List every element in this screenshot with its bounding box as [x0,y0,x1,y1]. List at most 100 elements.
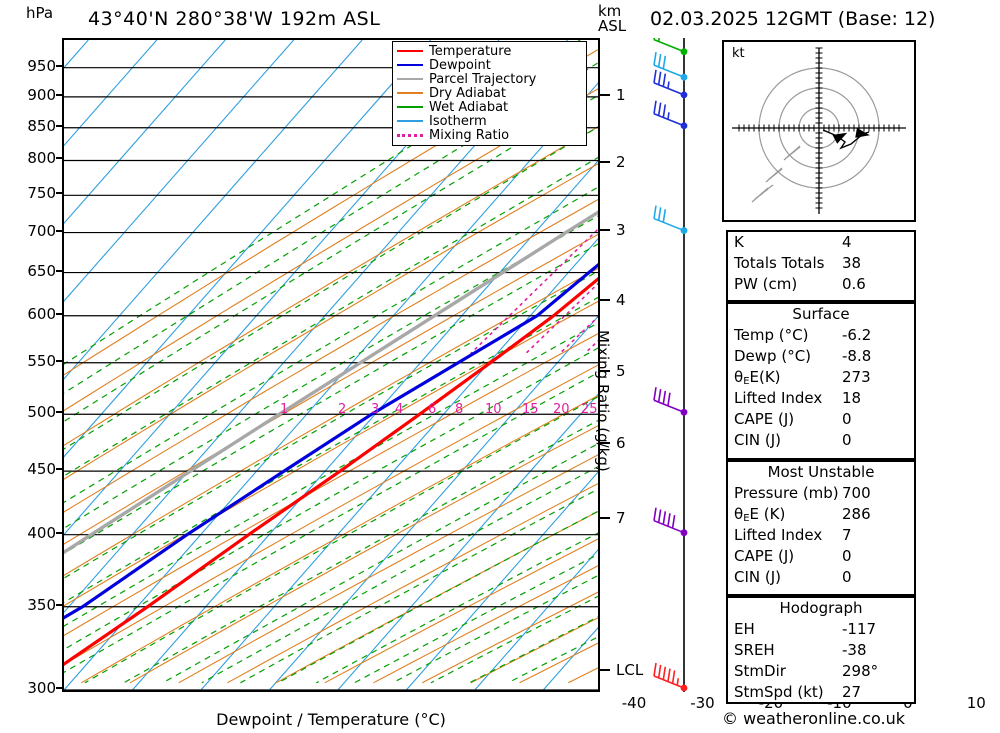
isotherm-line [64,40,295,302]
legend-item: Dewpoint [397,58,582,72]
legend-label: Parcel Trajectory [429,71,537,87]
surface-row: CAPE (J) 0 [728,409,914,430]
temperature-tick-label: -30 [690,694,715,712]
pressure-tick-label: 600 [27,304,56,323]
pressure-tick-mark [56,312,64,315]
pressure-gridlines [64,67,598,690]
legend-item: Temperature [397,44,582,58]
surface-panel-title: Surface [792,305,850,323]
legend-label: Temperature [429,43,512,59]
profile-temperature [64,277,598,667]
surface-row: Lifted Index 18 [728,388,914,409]
height-tick-mark [600,442,610,445]
wind-barb [653,387,688,416]
row-value: 298° [842,662,879,680]
legend-color-swatch [397,133,423,137]
surface-row: Dewp (°C) -8.8 [728,346,914,367]
pressure-tick-label: 950 [27,56,56,75]
dry-adiabat-line [64,333,598,637]
height-tick-label: 4 [616,290,626,309]
wet-adiabat-line [64,215,598,529]
isotherm-line [268,315,598,690]
legend-label: Mixing Ratio [429,127,510,143]
mixing-ratio-label: 2 [338,402,347,417]
height-tick-label: 6 [616,434,626,453]
run-datetime-title: 02.03.2025 12GMT (Base: 12) [650,8,936,30]
height-unit-km: km [598,2,622,20]
height-tick-mark [600,228,610,231]
hodograph-unit-label: kt [732,46,745,61]
pressure-tick-label: 550 [27,351,56,370]
wet-adiabat-line [64,243,598,555]
hodograph-stat-row: SREH -38 [728,640,914,661]
legend-item: Dry Adiabat [397,86,582,100]
mixing-ratio-label: 25 [581,402,598,417]
wind-barb [653,52,688,81]
mixing-ratio-label: 10 [485,402,502,417]
surface-row: θEE(K) 273 [728,367,914,388]
isotherm-line [64,40,363,380]
hodograph-stats-title: Hodograph [779,599,863,617]
most-unstable-rows: Pressure (mb) 700 θEE (K) 286 Lifted Index 7 C… [728,483,914,588]
legend-label: Dewpoint [429,57,491,73]
hodograph-stats-panel: Hodograph EH -117 SREH -38 StmDir 298° StmSpd … [726,596,916,704]
dry-adiabat-line [129,425,598,684]
hodograph-stat-row: EH -117 [728,619,914,640]
pressure-tick-mark [56,468,64,471]
height-tick-label: 2 [616,152,626,171]
legend: Temperature Dewpoint Parcel Trajectory Dry … [392,41,587,146]
mixing-ratio-label: 8 [455,402,464,417]
row-value: -38 [842,641,867,659]
legend-color-swatch [397,106,423,108]
mixing-ratio-axis-title: Mixing Ratio (g/kg) [594,330,612,472]
stability-indices-panel: K 4 Totals Totals 38 PW (cm) 0.6 [726,230,916,302]
pressure-unit-label: hPa [26,4,54,22]
row-value: -6.2 [842,326,872,344]
index-row: PW (cm) 0.6 [728,274,914,295]
wind-barbs [653,26,688,692]
pressure-tick-mark [56,192,64,195]
height-tick-mark [600,160,610,163]
row-value: 0 [842,547,852,565]
most-unstable-panel: Most Unstable Pressure (mb) 700 θEE (K) 286… [726,460,916,596]
row-key: CIN (J) [734,431,782,449]
skewt-diagram [62,38,600,692]
row-value: 38 [842,254,862,272]
isotherm-line [64,40,568,614]
row-value: 0 [842,431,852,449]
hodograph-stat-row: StmSpd (kt) 27 [728,682,914,703]
pressure-tick-mark [56,93,64,96]
pressure-tick-label: 400 [27,523,56,542]
dry-adiabat-line [64,163,598,480]
dry-adiabat-line [64,126,598,446]
row-key: EH [734,620,755,638]
legend-label: Isotherm [429,113,487,129]
row-value: -117 [842,620,877,638]
wet-adiabat-line [240,488,598,684]
row-value: 27 [842,683,862,701]
pressure-tick-mark [56,64,64,67]
pressure-tick-label: 750 [27,184,56,203]
wind-barb [653,662,688,692]
pressure-tick-mark [56,603,64,606]
mixing-ratio-line [584,339,598,354]
most-unstable-row: Pressure (mb) 700 [728,483,914,504]
dry-adiabat-line [64,233,598,545]
hodograph-content [732,47,906,214]
dry-adiabat-line [64,198,598,513]
isotherm-line [337,393,598,690]
pressure-tick-mark [56,157,64,160]
row-key: θEE (K) [734,505,786,524]
dry-adiabat-line [64,364,598,666]
isotherm-line [132,160,598,690]
row-key: StmDir [734,662,786,680]
wet-adiabat-line [162,443,598,684]
isotherm-line [64,40,500,536]
legend-color-swatch [397,92,423,94]
wind-barb [653,100,688,130]
isotherm-line [64,40,432,458]
wind-barb [653,507,688,537]
isotherm-line [474,549,598,690]
height-tick-label: 1 [616,86,626,105]
wet-adiabat-line [64,270,598,579]
